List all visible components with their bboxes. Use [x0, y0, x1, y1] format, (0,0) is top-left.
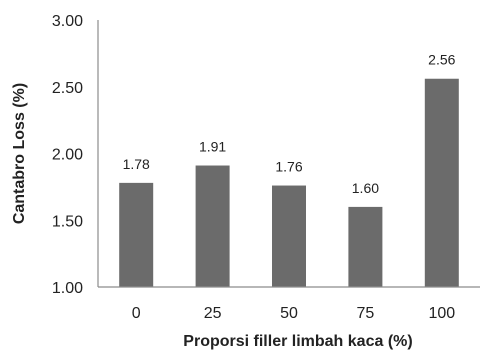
y-tick-label: 2.00 [52, 147, 83, 164]
y-tick-label: 1.00 [52, 280, 83, 297]
bar-value-label: 1.78 [123, 156, 150, 172]
bar [424, 78, 459, 288]
x-tick-label: 100 [428, 305, 455, 322]
bar [348, 206, 383, 287]
bar-value-label: 2.56 [428, 52, 455, 68]
data-labels: 1.78 1.91 1.76 1.60 2.56 [123, 52, 456, 196]
bar-value-label: 1.76 [275, 159, 302, 175]
y-tick-label: 3.00 [52, 13, 83, 30]
bar-value-label: 1.60 [352, 180, 379, 196]
x-tick-label: 75 [357, 305, 375, 322]
bar [195, 165, 230, 287]
x-axis-title: Proporsi filler limbah kaca (%) [183, 333, 412, 350]
x-tick-label: 25 [204, 305, 222, 322]
y-tick-label: 2.50 [52, 80, 83, 97]
y-axis-ticks: 1.00 1.50 2.00 2.50 3.00 [52, 13, 83, 297]
bar [272, 185, 306, 287]
bars [119, 78, 459, 288]
x-tick-label: 0 [132, 305, 141, 322]
bar-value-label: 1.91 [199, 139, 226, 155]
y-axis-title: Cantabro Loss (%) [11, 83, 28, 224]
x-axis-ticks: 0 25 50 75 100 [132, 305, 455, 322]
x-tick-label: 50 [280, 305, 298, 322]
y-tick-label: 1.50 [52, 213, 83, 230]
bar [119, 182, 154, 287]
